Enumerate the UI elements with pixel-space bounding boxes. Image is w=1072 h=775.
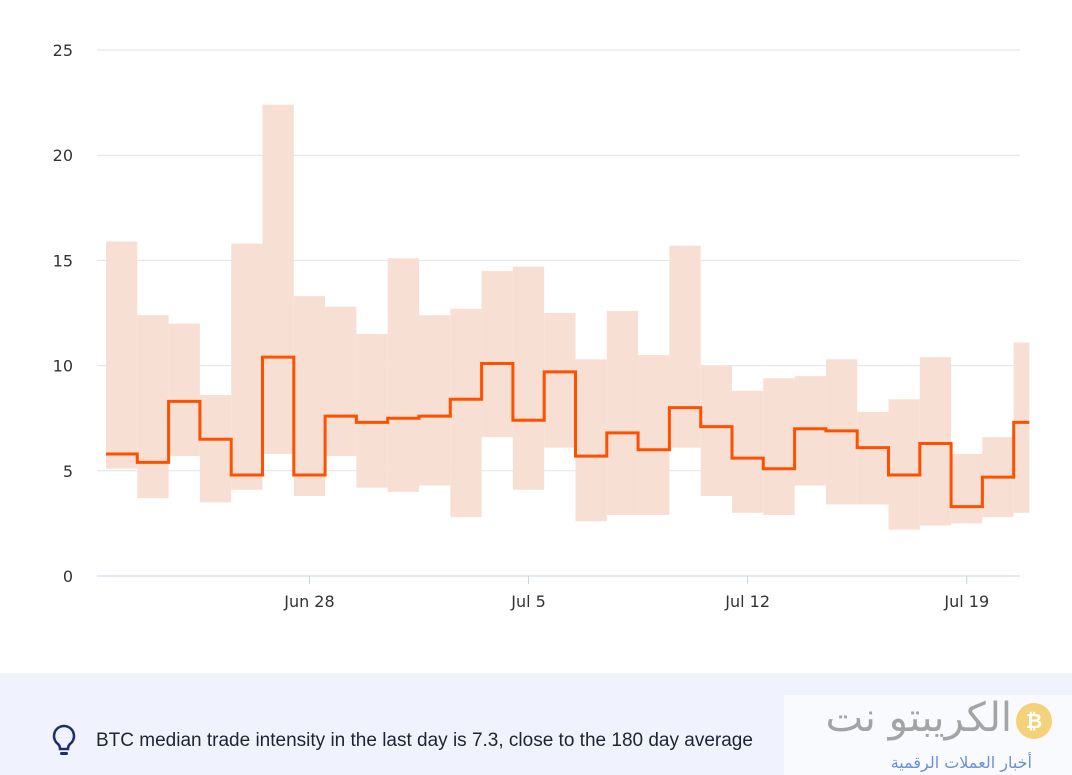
range-band (544, 313, 576, 448)
range-band (1013, 342, 1030, 513)
y-tick-label: 5 (63, 462, 73, 481)
y-tick-label: 0 (63, 567, 73, 586)
insight-footer: BTC median trade intensity in the last d… (0, 673, 1072, 775)
watermark-title: الكريبتو نت (825, 695, 1012, 741)
range-band (888, 399, 920, 530)
range-band (168, 323, 200, 457)
x-tick-label: Jul 19 (943, 592, 989, 611)
range-band (638, 355, 670, 515)
range-band (419, 315, 451, 486)
range-band (732, 390, 764, 513)
x-tick-label: Jul 5 (510, 592, 546, 611)
y-tick-label: 20 (53, 146, 73, 165)
x-tick-label: Jun 28 (283, 592, 334, 611)
range-band (387, 258, 419, 492)
bitcoin-coin-icon: ₿ (1016, 703, 1052, 739)
range-band (262, 104, 294, 454)
range-band (606, 310, 639, 515)
y-tick-label: 25 (53, 41, 73, 60)
range-band (919, 357, 952, 526)
x-tick-label: Jul 12 (724, 592, 770, 611)
range-band (199, 395, 232, 503)
trade-intensity-chart: 0 5 10 15 20 25 Jun 28 Jul 5 Jul 12 Jul 19 (53, 41, 1030, 611)
range-band (325, 306, 357, 457)
insight-text: BTC median trade intensity in the last d… (96, 730, 753, 751)
range-band (137, 315, 169, 499)
lightbulb-icon (52, 724, 76, 755)
range-band (857, 411, 889, 505)
range-band (450, 308, 482, 518)
range-band (575, 359, 607, 522)
range-band (512, 266, 545, 490)
watermark-logo: ₿ الكريبتو نت أخبار العملات الرقمية (784, 695, 1072, 775)
median-line (106, 355, 1030, 509)
range-band (231, 243, 263, 490)
watermark-subtitle: أخبار العملات الرقمية (890, 753, 1032, 772)
y-tick-label: 10 (53, 357, 73, 376)
range-band (763, 378, 795, 515)
range-band (106, 241, 138, 469)
range-band (356, 334, 388, 488)
y-tick-label: 15 (53, 251, 73, 270)
range-band (293, 296, 326, 497)
range-band (951, 453, 983, 524)
range-band (794, 376, 826, 486)
range-band (481, 270, 513, 438)
range-band (700, 365, 732, 497)
range-band (669, 245, 701, 448)
